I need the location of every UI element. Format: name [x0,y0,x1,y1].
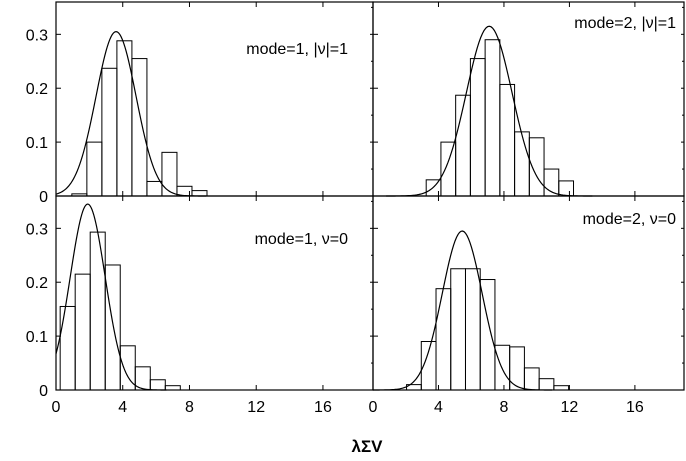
panel-2: mode=2, |ν|=1 [372,1,685,197]
x-tick-label: 4 [434,399,443,416]
histogram-bar [164,385,181,391]
panel-4: mode=2, ν=0 [372,195,685,391]
y-tick-label: 0.1 [26,329,48,346]
x-tick-label: 0 [369,399,378,416]
x-tick-label: 8 [185,399,194,416]
y-tick-label: 0.2 [26,275,48,292]
panel-annotation: mode=2, |ν|=1 [574,15,676,32]
fit-curve [386,25,593,197]
panel-annotation: mode=2, ν=0 [583,211,677,228]
chart-layer: mode=1, |ν|=1 mode=2, |ν|=1 mode=1, ν=0 mod… [26,1,685,456]
x-tick-label: 16 [314,399,332,416]
y-tick-label: 0.1 [26,135,48,152]
x-tick-label: 12 [247,399,265,416]
fit-curve [373,230,553,391]
histogram-bar [134,366,151,391]
histogram-bar [104,264,121,391]
fit-curve [55,203,167,391]
y-tick-label: 0 [39,383,48,400]
x-tick-label: 16 [626,399,644,416]
x-tick-label: 8 [499,399,508,416]
y-tick-label: 0.3 [26,221,48,238]
x-tick-label: 0 [52,399,61,416]
x-tick-label: 4 [118,399,127,416]
y-tick-label: 0.3 [26,27,48,44]
x-tick-label: 12 [561,399,579,416]
y-tick-label: 0.2 [26,81,48,98]
histogram-bar [479,279,496,391]
x-axis-label: λΣV [352,437,384,456]
fit-curve [55,31,207,197]
panel-annotation: mode=1, ν=0 [255,231,349,248]
y-tick-label: 0 [39,189,48,206]
panel-annotation: mode=1, |ν|=1 [246,41,348,58]
histogram-bar [553,385,570,391]
